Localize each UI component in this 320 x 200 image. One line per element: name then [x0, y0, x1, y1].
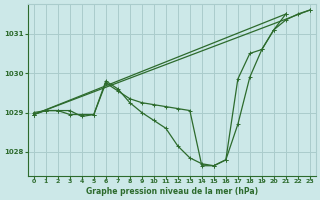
X-axis label: Graphe pression niveau de la mer (hPa): Graphe pression niveau de la mer (hPa)	[86, 187, 258, 196]
